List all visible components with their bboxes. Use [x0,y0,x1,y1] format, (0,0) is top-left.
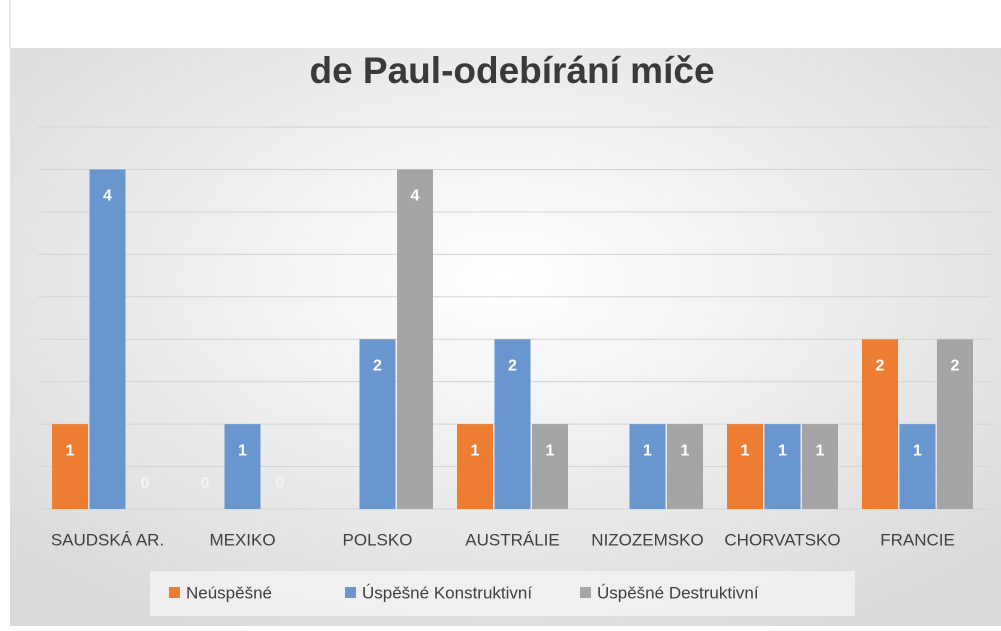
data-label: 1 [913,442,922,459]
data-label: 2 [508,357,517,374]
bar [359,339,396,509]
data-label: 1 [238,442,247,459]
data-label: 1 [471,442,480,459]
x-tick-label: NIZOZEMSKO [591,530,703,549]
data-label: 1 [681,442,690,459]
x-tick-label: AUSTRÁLIE [465,530,559,549]
bar [667,424,703,509]
legend: Neúspěšné Úspěšné Konstruktivní Úspěšné De… [169,583,759,602]
data-label: 0 [141,475,150,492]
bar [764,424,801,509]
data-label: 4 [411,188,420,205]
x-tick-label: CHORVATSKO [724,530,840,549]
legend-label: Neúspěšné [186,583,272,602]
legend-swatch [345,587,356,598]
bar [89,169,126,509]
data-label: 1 [546,442,555,459]
data-label: 2 [373,357,382,374]
data-label: 1 [816,442,825,459]
bar [494,339,531,509]
bar [862,339,898,509]
bar [802,424,838,509]
x-tick-label: SAUDSKÁ AR. [51,530,164,549]
x-tick-label: POLSKO [343,530,413,549]
chart-title: de Paul-odebírání míče [309,50,714,91]
bar [52,424,88,509]
x-tick-label: MEXIKO [209,530,275,549]
legend-label: Úspěšné Destruktivní [597,583,759,602]
bar [899,424,936,509]
data-label: 1 [778,442,787,459]
data-label: 1 [66,442,75,459]
bar [457,424,493,509]
data-label: 1 [643,442,652,459]
x-tick-label: FRANCIE [880,530,955,549]
legend-swatch [169,587,180,598]
bar [532,424,568,509]
chart-background [10,48,1001,626]
data-label: 2 [951,357,960,374]
legend-box [150,571,855,616]
bar [397,169,433,509]
data-label: 0 [201,475,210,492]
bar [629,424,666,509]
plot-area: SAUDSKÁ AR. 1 4 0 MEXIKO 0 1 0 POLSKO 2 4 AUSTRÁLIE… [38,126,990,549]
bar [937,339,973,509]
legend-label: Úspěšné Konstruktivní [362,583,532,602]
bar [224,424,261,509]
data-label: 2 [876,357,885,374]
bar [727,424,763,509]
legend-swatch [580,587,591,598]
data-label: 4 [103,188,112,205]
data-label: 0 [276,475,285,492]
data-label: 1 [741,442,750,459]
